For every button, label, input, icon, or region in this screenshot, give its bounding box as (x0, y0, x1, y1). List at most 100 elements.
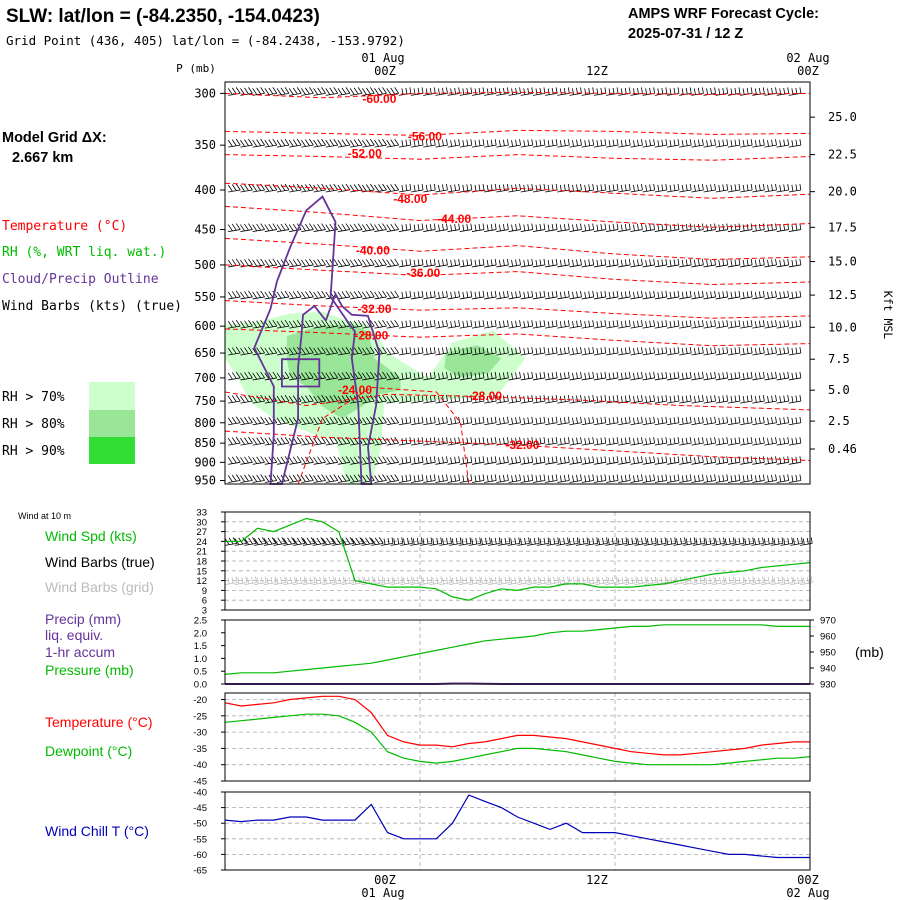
wind-barb (634, 576, 647, 585)
wind-barb (581, 87, 595, 96)
wind-barb (374, 138, 387, 148)
temperature-panel: Temperature (°C) Dewpoint (°C) -20 -25 -30… (45, 692, 811, 788)
wind-barb (715, 320, 729, 329)
wind-barb (288, 258, 302, 268)
height-tick-label: 5.0 (828, 383, 850, 397)
wind-barb (776, 416, 790, 426)
wind-barb (581, 395, 595, 404)
wind-barb (605, 395, 619, 404)
wind-barb (370, 537, 384, 546)
wind-barb (605, 139, 619, 148)
wind-barb (252, 223, 265, 232)
wind-barb (435, 87, 448, 96)
wind-barb (386, 394, 400, 404)
precip-panel-frame (224, 619, 811, 685)
wind-barb (630, 416, 643, 426)
wind-barb (557, 437, 570, 446)
wind-barb (569, 371, 582, 381)
model-grid-value: 2.667 km (12, 150, 73, 166)
wind-barb (712, 576, 725, 585)
y-tick-label: 21 (196, 547, 207, 558)
wind-barb (459, 416, 473, 426)
wind-barb (337, 346, 351, 356)
wind-barb (313, 87, 326, 96)
wind-barb (532, 456, 546, 465)
wind-barb (546, 576, 560, 585)
wind-barb (630, 223, 643, 232)
wind-barb (764, 139, 777, 148)
wind-barb (374, 436, 387, 446)
wind-barb (410, 395, 424, 404)
cross-section-frame (224, 81, 811, 485)
wind-barb (557, 290, 570, 300)
wind-barb (313, 183, 326, 193)
wind-barb (484, 290, 497, 300)
wind-barb (252, 436, 265, 446)
wind-barb (496, 258, 509, 268)
wind-barb (642, 320, 656, 329)
wind-barb (386, 290, 400, 300)
precip-label: 1-hr accum (45, 644, 115, 660)
wind-barb (691, 258, 704, 268)
temperature-contour-label: -24.00 (338, 383, 372, 397)
wind-barb (788, 87, 802, 96)
wind-barb (654, 139, 668, 148)
temperature-label-layer: -60.00 -56.00 -52.00 -48.00 -44.00 -40.00 -36.… (338, 92, 540, 452)
wind-barb (727, 371, 741, 381)
wind-barb (666, 223, 680, 232)
wind-barb (423, 183, 436, 193)
wind-barb (764, 456, 777, 465)
wind-barb (776, 437, 790, 446)
wind-barb (240, 456, 253, 465)
wind-barb (471, 87, 485, 96)
wind-barb (484, 416, 497, 426)
wind-barb (788, 371, 802, 381)
wind-barb (776, 223, 790, 232)
wind-barb (288, 394, 302, 404)
wind-barb (313, 290, 326, 300)
wind-barb (349, 416, 363, 426)
wind-barb (593, 258, 607, 268)
cloud-outline-layer (253, 195, 381, 485)
wind-barb (227, 346, 241, 356)
wind-barb (301, 87, 314, 96)
temperature-contour (297, 386, 470, 485)
height-tick-label: 17.5 (828, 220, 857, 234)
wind-barb (435, 437, 448, 446)
y-tick-label: -30 (193, 728, 207, 739)
wind-barb (508, 474, 521, 483)
wind-barb (702, 537, 716, 546)
temperature-contour (224, 430, 811, 461)
rh70-label: RH > 70% (2, 390, 65, 405)
wind-barb (618, 183, 631, 193)
wind-barb (727, 456, 741, 465)
wind-barb (227, 371, 241, 381)
wind-barb (715, 474, 729, 483)
wind-barb (715, 139, 729, 148)
wind-barb (386, 223, 400, 232)
wind-barb (337, 456, 351, 465)
wind-barb (459, 139, 473, 148)
wind-barb (374, 223, 387, 232)
wind-barb (459, 395, 473, 404)
wind-barb (410, 576, 423, 585)
wind-barb (337, 87, 351, 96)
wind-barb (240, 290, 253, 300)
wind-barb (471, 371, 485, 381)
wind-barb (435, 139, 448, 148)
wind-barb (288, 87, 302, 96)
y-tick-label: -40 (193, 760, 207, 771)
wind-barb (484, 474, 497, 483)
wind-barb (361, 87, 375, 96)
wind-barb (435, 474, 448, 483)
wind-barb (301, 416, 314, 426)
wind-barb (459, 371, 473, 381)
wind-barb (374, 474, 387, 483)
wind-barb (642, 437, 656, 446)
wind-barb (727, 416, 741, 426)
wind-barb (459, 258, 473, 268)
wind-panel: Wind at 10 m Wind Spd (kts) Wind Barbs (… (18, 508, 813, 617)
wind-barb (471, 456, 485, 465)
wind-barb (471, 223, 485, 232)
